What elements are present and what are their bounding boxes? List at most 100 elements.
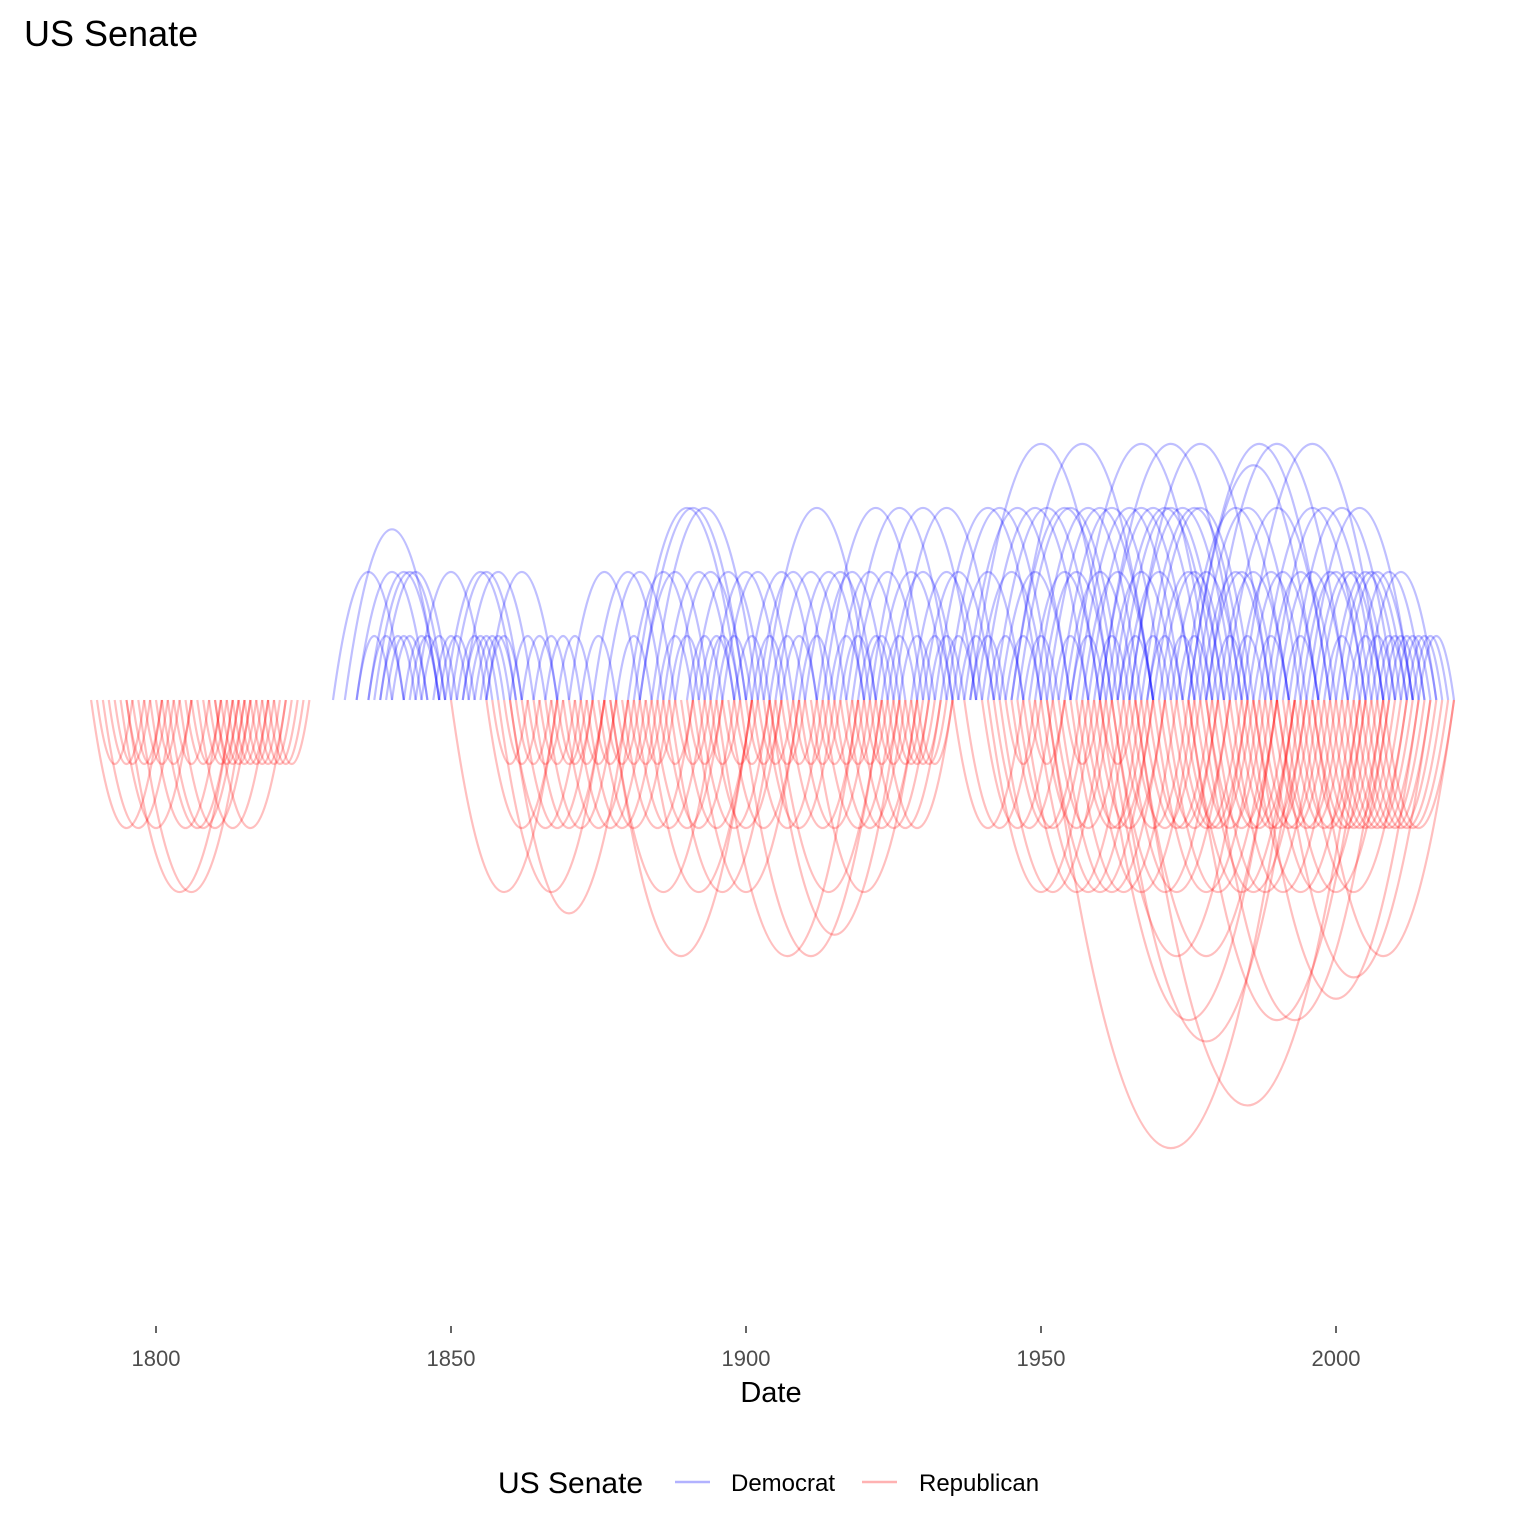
republican-arc-164 [1311, 699, 1385, 830]
democrat-arc-38 [632, 506, 742, 701]
republican-arc-83 [786, 699, 860, 830]
democrat-arc-86 [957, 634, 995, 701]
republican-arc-127 [1093, 699, 1166, 830]
republican-arc-185 [1187, 699, 1367, 1021]
democrat-arc-16 [461, 634, 500, 701]
republican-arc-5 [119, 699, 193, 830]
republican-arc-139 [1163, 699, 1273, 894]
democrat-arc-69 [851, 570, 925, 701]
democrat-arc-29 [532, 634, 571, 701]
republican-arc-59 [644, 699, 753, 894]
democrat-arc-169 [1205, 442, 1349, 701]
democrat-arc-98 [1028, 570, 1102, 701]
democrat-arc-159 [1388, 634, 1426, 701]
republican-arc-32 [485, 699, 559, 830]
democrat-arc-156 [1370, 634, 1408, 701]
democrat-arc-104 [1063, 570, 1137, 701]
republican-arc-85 [798, 699, 871, 830]
republican-arc-132 [1122, 699, 1231, 894]
democrat-arc-118 [1146, 634, 1184, 701]
republican-arc-18 [196, 699, 270, 830]
democrat-arc-149 [1329, 570, 1402, 701]
republican-arc-46 [567, 699, 606, 766]
democrat-arc-91 [986, 634, 1025, 701]
democrat-arc-6 [385, 634, 423, 701]
republican-arc-79 [762, 699, 836, 830]
republican-arc-184 [1110, 699, 1302, 1043]
democrat-arc-147 [1317, 570, 1391, 701]
democrat-arc-42 [662, 570, 736, 701]
legend-label-democrat: Democrat [731, 1470, 835, 1497]
democrat-arc-46 [691, 570, 765, 701]
republican-arc-143 [1187, 699, 1296, 894]
republican-arc-112 [1004, 699, 1043, 766]
x-tick-label-1: 1850 [427, 1346, 476, 1371]
republican-arc-104 [910, 699, 948, 766]
republican-arc-39 [526, 699, 565, 766]
democrat-arc-158 [1382, 634, 1420, 701]
republican-arc-168 [1334, 699, 1408, 830]
republican-arc-94 [851, 699, 889, 766]
democrat-arc-92 [992, 506, 1102, 701]
democrat-arc-60 [792, 570, 866, 701]
democrat-arc-2 [355, 570, 429, 701]
republican-arc-93 [845, 699, 919, 830]
democrat-arc-56 [762, 506, 871, 701]
democrat-arc-50 [715, 634, 753, 701]
democrat-arc-142 [1287, 506, 1397, 701]
republican-arc-181 [609, 699, 753, 958]
republican-arc-111 [998, 699, 1107, 894]
democrat-arc-124 [1181, 506, 1290, 701]
democrat-arc-19 [479, 634, 517, 701]
democrat-arc-81 [927, 634, 966, 701]
republican-arc-144 [1193, 699, 1267, 830]
republican-arc-116 [1028, 699, 1066, 766]
republican-arc-61 [656, 699, 694, 766]
democrat-arc-117 [1140, 506, 1249, 701]
republican-arcs [90, 699, 1456, 1150]
democrat-arc-23 [379, 570, 453, 701]
democrat-arc-32 [567, 570, 641, 701]
republican-arc-66 [685, 699, 724, 766]
republican-arc-99 [880, 699, 954, 830]
republican-arc-41 [538, 699, 576, 766]
x-tick-label-3: 1950 [1017, 1346, 1066, 1371]
democrat-arc-11 [432, 634, 470, 701]
democrat-arc-121 [1163, 634, 1202, 701]
republican-arc-4 [113, 699, 152, 766]
republican-arc-21 [213, 699, 252, 766]
democrat-arc-106 [1075, 506, 1184, 701]
democrat-arc-146 [1311, 570, 1385, 701]
democrat-arc-163 [1411, 634, 1450, 701]
democrat-arc-99 [1034, 506, 1143, 701]
republican-arc-24 [231, 699, 270, 766]
democrat-arc-84 [945, 506, 1054, 701]
republican-arc-35 [503, 699, 541, 766]
republican-arc-12 [160, 699, 234, 830]
republican-arc-26 [243, 699, 281, 766]
republican-arc-177 [213, 699, 287, 830]
republican-arc-0 [90, 699, 163, 830]
republican-arc-37 [514, 699, 553, 766]
democrat-arc-100 [1039, 570, 1113, 701]
republican-arc-27 [249, 699, 287, 766]
republican-arc-169 [1340, 699, 1414, 830]
republican-arc-186 [1205, 699, 1385, 1021]
democrat-arc-83 [939, 634, 978, 701]
democrat-arc-119 [1152, 570, 1225, 701]
democrat-arc-0 [331, 570, 405, 701]
republican-arc-141 [1175, 699, 1249, 830]
republican-arc-58 [638, 699, 677, 766]
democrat-arc-28 [520, 634, 559, 701]
republican-arc-20 [208, 699, 246, 766]
democrat-arc-110 [1098, 506, 1208, 701]
republican-arc-10 [149, 699, 222, 830]
democrat-arc-64 [821, 506, 930, 701]
republican-arc-96 [862, 699, 901, 766]
republican-arc-152 [1240, 699, 1314, 830]
democrat-arc-143 [1293, 570, 1367, 701]
republican-arc-180 [508, 699, 630, 915]
republican-arc-54 [615, 699, 653, 766]
democrat-arc-138 [1264, 570, 1338, 701]
